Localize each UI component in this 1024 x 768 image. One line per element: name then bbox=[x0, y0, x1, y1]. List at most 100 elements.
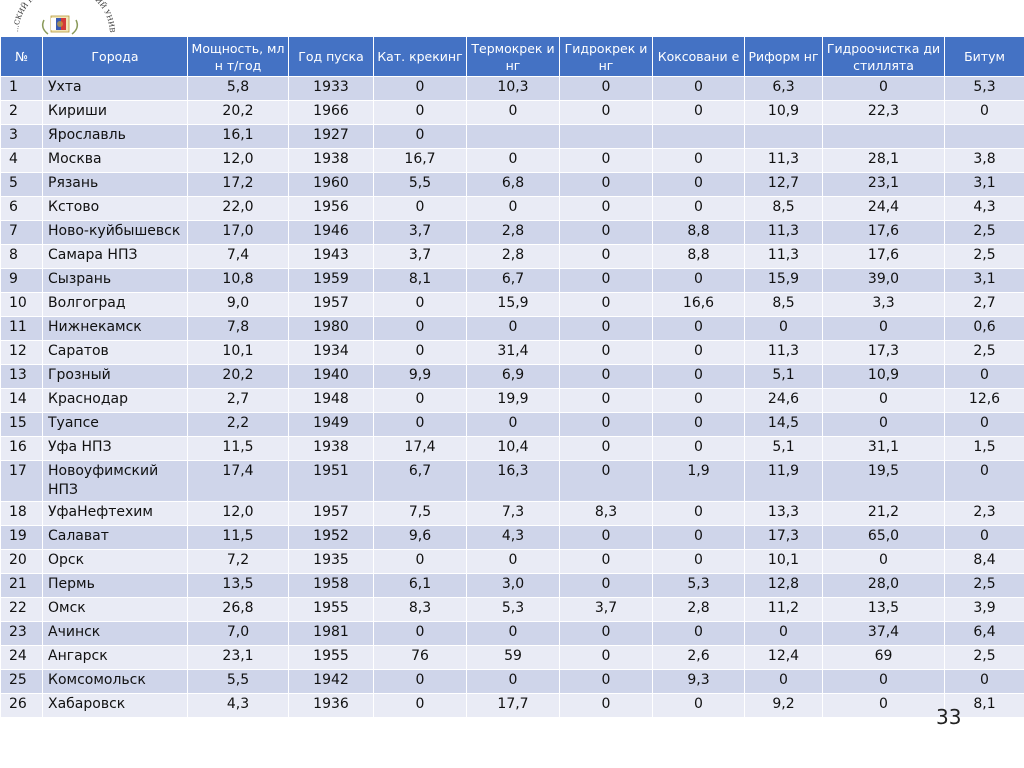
hydrocracking-value: 0 bbox=[559, 412, 653, 437]
header-reforming: Риформ нг bbox=[744, 36, 823, 77]
capacity-value: 17,2 bbox=[187, 172, 289, 197]
city-name: Краснодар bbox=[42, 388, 188, 413]
cat-cracking-value: 0 bbox=[373, 124, 467, 149]
hydrocracking-value: 0 bbox=[559, 100, 653, 125]
coking-value: 0 bbox=[652, 621, 745, 646]
thermocracking-value: 31,4 bbox=[466, 340, 560, 365]
reforming-value: 12,7 bbox=[744, 172, 823, 197]
thermocracking-value: 0 bbox=[466, 669, 560, 694]
hydrocracking-value: 0 bbox=[559, 549, 653, 574]
hydrocracking-value: 0 bbox=[559, 645, 653, 670]
hydrocracking-value bbox=[559, 124, 653, 149]
header-capacity: Мощность, млн т/год bbox=[187, 36, 289, 77]
capacity-value: 10,8 bbox=[187, 268, 289, 293]
row-number: 25 bbox=[0, 669, 43, 694]
start-year-value: 1958 bbox=[288, 573, 374, 598]
table-row: 21 Пермь 13,5 1958 6,1 3,0 0 5,3 12,8 28,0 2,5 bbox=[0, 573, 1024, 598]
bitumen-value: 1,5 bbox=[944, 436, 1024, 461]
coking-value: 0 bbox=[652, 436, 745, 461]
city-name: Ангарск bbox=[42, 645, 188, 670]
thermocracking-value: 15,9 bbox=[466, 292, 560, 317]
header-number: № bbox=[0, 36, 43, 77]
capacity-value: 2,2 bbox=[187, 412, 289, 437]
hydrocracking-value: 0 bbox=[559, 244, 653, 269]
thermocracking-value: 5,3 bbox=[466, 597, 560, 622]
city-name: Орск bbox=[42, 549, 188, 574]
cat-cracking-value: 8,1 bbox=[373, 268, 467, 293]
row-number: 11 bbox=[0, 316, 43, 341]
table-row: 4 Москва 12,0 1938 16,7 0 0 0 11,3 28,1 3,8 bbox=[0, 148, 1024, 173]
bitumen-value: 2,5 bbox=[944, 244, 1024, 269]
thermocracking-value: 6,7 bbox=[466, 268, 560, 293]
row-number: 14 bbox=[0, 388, 43, 413]
table-row: 15 Туапсе 2,2 1949 0 0 0 0 14,5 0 0 bbox=[0, 412, 1024, 437]
city-name: Комсомольск bbox=[42, 669, 188, 694]
start-year-value: 1942 bbox=[288, 669, 374, 694]
city-name: Грозный bbox=[42, 364, 188, 389]
hydrocracking-value: 0 bbox=[559, 172, 653, 197]
reforming-value: 15,9 bbox=[744, 268, 823, 293]
cat-cracking-value: 3,7 bbox=[373, 220, 467, 245]
hydrocracking-value: 0 bbox=[559, 220, 653, 245]
table-row: 9 Сызрань 10,8 1959 8,1 6,7 0 0 15,9 39,0 3,1 bbox=[0, 268, 1024, 293]
cat-cracking-value: 16,7 bbox=[373, 148, 467, 173]
reforming-value: 9,2 bbox=[744, 693, 823, 718]
cat-cracking-value: 6,7 bbox=[373, 460, 467, 502]
start-year-value: 1927 bbox=[288, 124, 374, 149]
start-year-value: 1957 bbox=[288, 501, 374, 526]
hydrotreating-value: 19,5 bbox=[822, 460, 945, 502]
hydrotreating-value bbox=[822, 124, 945, 149]
thermocracking-value: 16,3 bbox=[466, 460, 560, 502]
hydrotreating-value: 37,4 bbox=[822, 621, 945, 646]
reforming-value: 0 bbox=[744, 621, 823, 646]
bitumen-value: 2,3 bbox=[944, 501, 1024, 526]
hydrotreating-value: 17,6 bbox=[822, 220, 945, 245]
hydrotreating-value: 3,3 bbox=[822, 292, 945, 317]
hydrocracking-value: 8,3 bbox=[559, 501, 653, 526]
reforming-value: 11,2 bbox=[744, 597, 823, 622]
bitumen-value: 2,7 bbox=[944, 292, 1024, 317]
header-cat-cracking: Кат. крекинг bbox=[373, 36, 467, 77]
city-name: Ачинск bbox=[42, 621, 188, 646]
coking-value: 0 bbox=[652, 388, 745, 413]
refineries-table-container: № Города Мощность, млн т/год Год пуска Кат. … bbox=[0, 36, 1024, 718]
thermocracking-value: 2,8 bbox=[466, 220, 560, 245]
start-year-value: 1935 bbox=[288, 549, 374, 574]
hydrotreating-value: 23,1 bbox=[822, 172, 945, 197]
city-name: УфаНефтехим bbox=[42, 501, 188, 526]
reforming-value: 11,3 bbox=[744, 148, 823, 173]
city-name: Нижнекамск bbox=[42, 316, 188, 341]
city-name: Кириши bbox=[42, 100, 188, 125]
hydrotreating-value: 0 bbox=[822, 388, 945, 413]
reforming-value: 11,3 bbox=[744, 340, 823, 365]
thermocracking-value: 0 bbox=[466, 196, 560, 221]
reforming-value: 8,5 bbox=[744, 292, 823, 317]
reforming-value: 14,5 bbox=[744, 412, 823, 437]
hydrocracking-value: 0 bbox=[559, 621, 653, 646]
thermocracking-value: 10,3 bbox=[466, 76, 560, 101]
table-row: 25 Комсомольск 5,5 1942 0 0 0 9,3 0 0 0 bbox=[0, 669, 1024, 694]
capacity-value: 10,1 bbox=[187, 340, 289, 365]
row-number: 4 bbox=[0, 148, 43, 173]
row-number: 10 bbox=[0, 292, 43, 317]
coking-value: 0 bbox=[652, 549, 745, 574]
hydrotreating-value: 13,5 bbox=[822, 597, 945, 622]
cat-cracking-value: 9,6 bbox=[373, 525, 467, 550]
cat-cracking-value: 0 bbox=[373, 100, 467, 125]
city-name: Салават bbox=[42, 525, 188, 550]
capacity-value: 23,1 bbox=[187, 645, 289, 670]
refineries-table: № Города Мощность, млн т/год Год пуска Кат. … bbox=[0, 36, 1024, 718]
hydrotreating-value: 0 bbox=[822, 412, 945, 437]
thermocracking-value: 6,9 bbox=[466, 364, 560, 389]
city-name: Туапсе bbox=[42, 412, 188, 437]
city-name: Ярославль bbox=[42, 124, 188, 149]
hydrocracking-value: 0 bbox=[559, 693, 653, 718]
hydrocracking-value: 0 bbox=[559, 196, 653, 221]
hydrotreating-value: 17,6 bbox=[822, 244, 945, 269]
capacity-value: 4,3 bbox=[187, 693, 289, 718]
header-city: Города bbox=[42, 36, 188, 77]
thermocracking-value: 0 bbox=[466, 621, 560, 646]
thermocracking-value: 7,3 bbox=[466, 501, 560, 526]
hydrocracking-value: 0 bbox=[559, 268, 653, 293]
hydrotreating-value: 0 bbox=[822, 76, 945, 101]
